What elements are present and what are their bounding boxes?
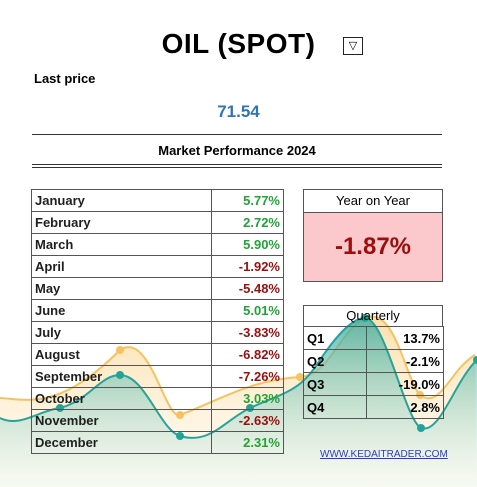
month-name: December: [31, 431, 212, 454]
table-row: October 3.03%: [31, 387, 284, 410]
quarter-change: 13.7%: [366, 326, 444, 350]
month-name: June: [31, 299, 212, 322]
month-name: October: [31, 387, 212, 410]
month-change: 2.31%: [211, 431, 284, 454]
month-change: 3.03%: [211, 387, 284, 410]
quarter-change: -19.0%: [366, 372, 444, 396]
month-change: -6.82%: [211, 343, 284, 366]
last-price-value: 71.54: [217, 102, 260, 121]
month-change: -3.83%: [211, 321, 284, 344]
quarter-change: -2.1%: [366, 349, 444, 373]
website-link[interactable]: WWW.KEDAITRADER.COM: [320, 449, 448, 460]
quarter-change: 2.8%: [366, 395, 444, 419]
teal-wave-point: [417, 424, 425, 432]
month-name: September: [31, 365, 212, 388]
month-change: 5.77%: [211, 189, 284, 212]
month-name: August: [31, 343, 212, 366]
quarter-name: Q3: [303, 372, 367, 396]
quarter-name: Q4: [303, 395, 367, 419]
month-change: 2.72%: [211, 211, 284, 234]
table-row: May -5.48%: [31, 277, 284, 300]
table-row: November -2.63%: [31, 409, 284, 432]
year-on-year-value: -1.87%: [303, 212, 443, 282]
table-row: Q4 2.8%: [303, 395, 444, 419]
divider-line: [32, 134, 442, 135]
quarterly-table: Q1 13.7% Q2 -2.1% Q3 -19.0% Q4 2.8%: [303, 326, 444, 419]
table-row: December 2.31%: [31, 431, 284, 454]
double-divider-line: [32, 164, 442, 168]
table-row: Q3 -19.0%: [303, 372, 444, 396]
quarterly-label: Quarterly: [303, 305, 443, 327]
teal-wave-point: [473, 356, 477, 364]
table-row: June 5.01%: [31, 299, 284, 322]
month-name: March: [31, 233, 212, 256]
last-price-label: Last price: [34, 71, 96, 86]
table-row: July -3.83%: [31, 321, 284, 344]
table-row: Q2 -2.1%: [303, 349, 444, 373]
month-change: -5.48%: [211, 277, 284, 300]
month-change: -7.26%: [211, 365, 284, 388]
table-row: August -6.82%: [31, 343, 284, 366]
table-row: April -1.92%: [31, 255, 284, 278]
table-row: Q1 13.7%: [303, 326, 444, 350]
table-row: February 2.72%: [31, 211, 284, 234]
month-name: April: [31, 255, 212, 278]
monthly-performance-table: January 5.77% February 2.72% March 5.90%…: [31, 189, 284, 454]
table-row: March 5.90%: [31, 233, 284, 256]
page-title: OIL (SPOT): [161, 28, 316, 59]
month-change: -2.63%: [211, 409, 284, 432]
month-name: July: [31, 321, 212, 344]
month-name: February: [31, 211, 212, 234]
quarter-name: Q2: [303, 349, 367, 373]
month-change: 5.01%: [211, 299, 284, 322]
quarter-name: Q1: [303, 326, 367, 350]
year-on-year-label: Year on Year: [303, 189, 443, 213]
month-name: November: [31, 409, 212, 432]
month-change: 5.90%: [211, 233, 284, 256]
month-name: May: [31, 277, 212, 300]
section-title: Market Performance 2024: [158, 143, 316, 158]
table-row: September -7.26%: [31, 365, 284, 388]
month-change: -1.92%: [211, 255, 284, 278]
table-row: January 5.77%: [31, 189, 284, 212]
dropdown-button[interactable]: ▽: [343, 37, 363, 55]
month-name: January: [31, 189, 212, 212]
